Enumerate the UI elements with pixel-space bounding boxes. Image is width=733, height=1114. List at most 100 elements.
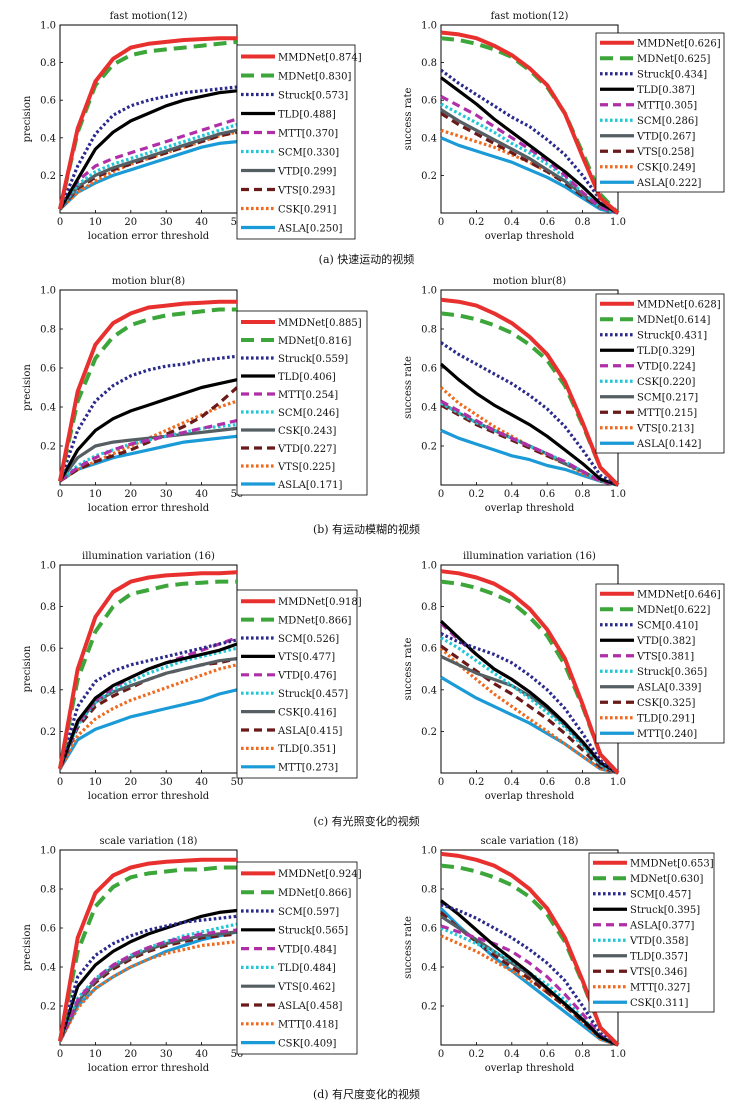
x-tick-label: 20 [124,777,137,788]
y-tick-label: 1.0 [40,846,56,857]
y-axis-label: precision [22,95,33,142]
legend-label-csk: CSK[0.409] [278,1038,337,1049]
series-line-struck [58,85,238,210]
y-tick-label: 0.4 [40,685,56,696]
y-tick-label: 0.4 [40,963,56,974]
y-tick-label: 0.2 [40,442,56,453]
legend-label-mtt: MTT[0.254] [278,390,338,401]
legend-label-asla: ASLA[0.458] [277,1001,342,1012]
legend-label-asla: ASLA[0.171] [277,480,342,491]
y-tick-label: 0.4 [40,403,56,414]
legend-label-csk: CSK[0.325] [637,698,696,709]
legend-label-mdnet: MDNet[0.866] [278,615,351,626]
series-line-mmdnet [58,570,238,770]
x-tick-label: 0 [438,217,444,228]
series-line-mtt [58,117,238,211]
chart-success-2: 0 0.2 0.4 0.6 0.8 1.0 0.2 0.4 0.6 0.8 1.0 motion bl… [403,276,725,514]
legend-label-mdnet: MDNet[0.816] [278,336,351,347]
series-line-tld [58,378,238,482]
series-line-tld [58,922,238,1042]
x-axis-label: location error threshold [88,791,210,802]
legend-label-vts: VTS[0.477] [277,652,335,663]
series-line-mmdnet [58,857,237,1042]
series-line-mdnet [58,579,237,770]
x-tick-label: 30 [160,217,173,228]
legend-label-mdnet: MDNet[0.614] [637,315,710,326]
legend-label-scm: SCM[0.457] [630,890,691,901]
y-tick-label: 0.4 [421,133,437,144]
series-line-tld [439,362,619,487]
y-axis-label: success rate [403,356,414,419]
y-tick-label: 0.6 [421,924,437,935]
series-line-mdnet [58,307,237,482]
y-tick-label: 0.4 [421,963,437,974]
x-tick-label: 0.6 [539,489,555,500]
legend-label-vts: VTS[0.213] [636,424,694,435]
series-line-scm [440,401,619,487]
series-line-asla [440,428,619,487]
series-line-scm [440,903,619,1047]
legend-label-struck: Struck[0.457] [278,689,348,700]
x-tick-label: 40 [195,217,208,228]
legend-label-mtt: MTT[0.370] [278,128,338,139]
x-tick-label: 10 [89,217,102,228]
legend-label-scm: SCM[0.597] [278,907,339,918]
legend-label-asla: ASLA[0.142] [636,439,701,450]
series-line-scm [440,102,619,215]
x-tick-label: 50 [231,777,244,788]
series-line-mtt [440,934,619,1047]
series-line-vtd [58,928,238,1042]
legend-label-asla: ASLA[0.250] [277,223,342,234]
chart-title: illumination variation (16) [463,551,596,562]
legend-label-mtt: MTT[0.305] [637,101,697,112]
legend-label-asla: ASLA[0.339] [636,683,701,694]
legend-label-struck: Struck[0.573] [278,90,348,101]
y-tick-label: 1.0 [40,21,56,32]
x-tick-label: 20 [124,489,137,500]
caption-b: (b) 有运动模糊的视频 [312,523,421,536]
series-line-mmdnet [440,30,620,215]
x-tick-label: 0 [57,1049,63,1060]
legend-label-csk: CSK[0.243] [278,426,337,437]
y-tick-label: 0.2 [40,1002,56,1013]
legend-label-vts: VTS[0.225] [277,462,335,473]
y-tick-label: 0.8 [40,885,56,896]
plot-frame [59,289,238,486]
y-tick-label: 0.2 [421,171,437,182]
series-line-mmdnet [58,36,237,210]
legend-label-vtd: VTD[0.227] [277,444,336,455]
y-tick-label: 0.2 [40,171,56,182]
legend-label-vtd: VTD[0.476] [277,671,336,682]
series-line-mdnet [440,863,620,1047]
legend-label-scm: SCM[0.217] [637,393,698,404]
x-tick-label: 0.2 [468,777,484,788]
legend-label-tld: TLD[0.329] [637,346,695,357]
x-tick-label: 50 [231,1049,244,1060]
legend-label-vtd: VTD[0.382] [636,636,695,647]
legend-box [236,861,358,1055]
series-line-scm [58,423,238,483]
series-line-struck [440,68,619,215]
legend-label-vts: VTS[0.462] [277,982,335,993]
series-line-mdnet [440,579,620,775]
y-tick-label: 0.8 [40,325,56,336]
chart-title: scale variation (18) [100,836,198,847]
chart-precision-4: 0 10 20 30 40 50 0.2 0.4 0.6 0.8 1.0 scale variatio… [22,836,362,1074]
legend-label-vtd: VTD[0.358] [629,936,688,947]
series-line-struck [58,354,238,482]
chart-title: illumination variation (16) [82,551,215,562]
legend-label-scm: SCM[0.246] [278,408,339,419]
x-axis-label: location error threshold [88,1063,210,1074]
legend-label-struck: Struck[0.434] [637,70,707,81]
x-tick-label: 0.4 [504,489,520,500]
legend-label-tld: TLD[0.387] [637,85,695,96]
legend-label-mtt: MTT[0.418] [278,1020,338,1031]
caption-a: (a) 快速运动的视频 [318,253,415,266]
x-tick-label: 0.2 [468,489,484,500]
legend-box [236,44,356,240]
series-line-asla [58,932,238,1042]
legend-label-scm: SCM[0.286] [637,116,698,127]
y-tick-label: 0.8 [421,885,437,896]
series-line-tld [440,76,619,215]
